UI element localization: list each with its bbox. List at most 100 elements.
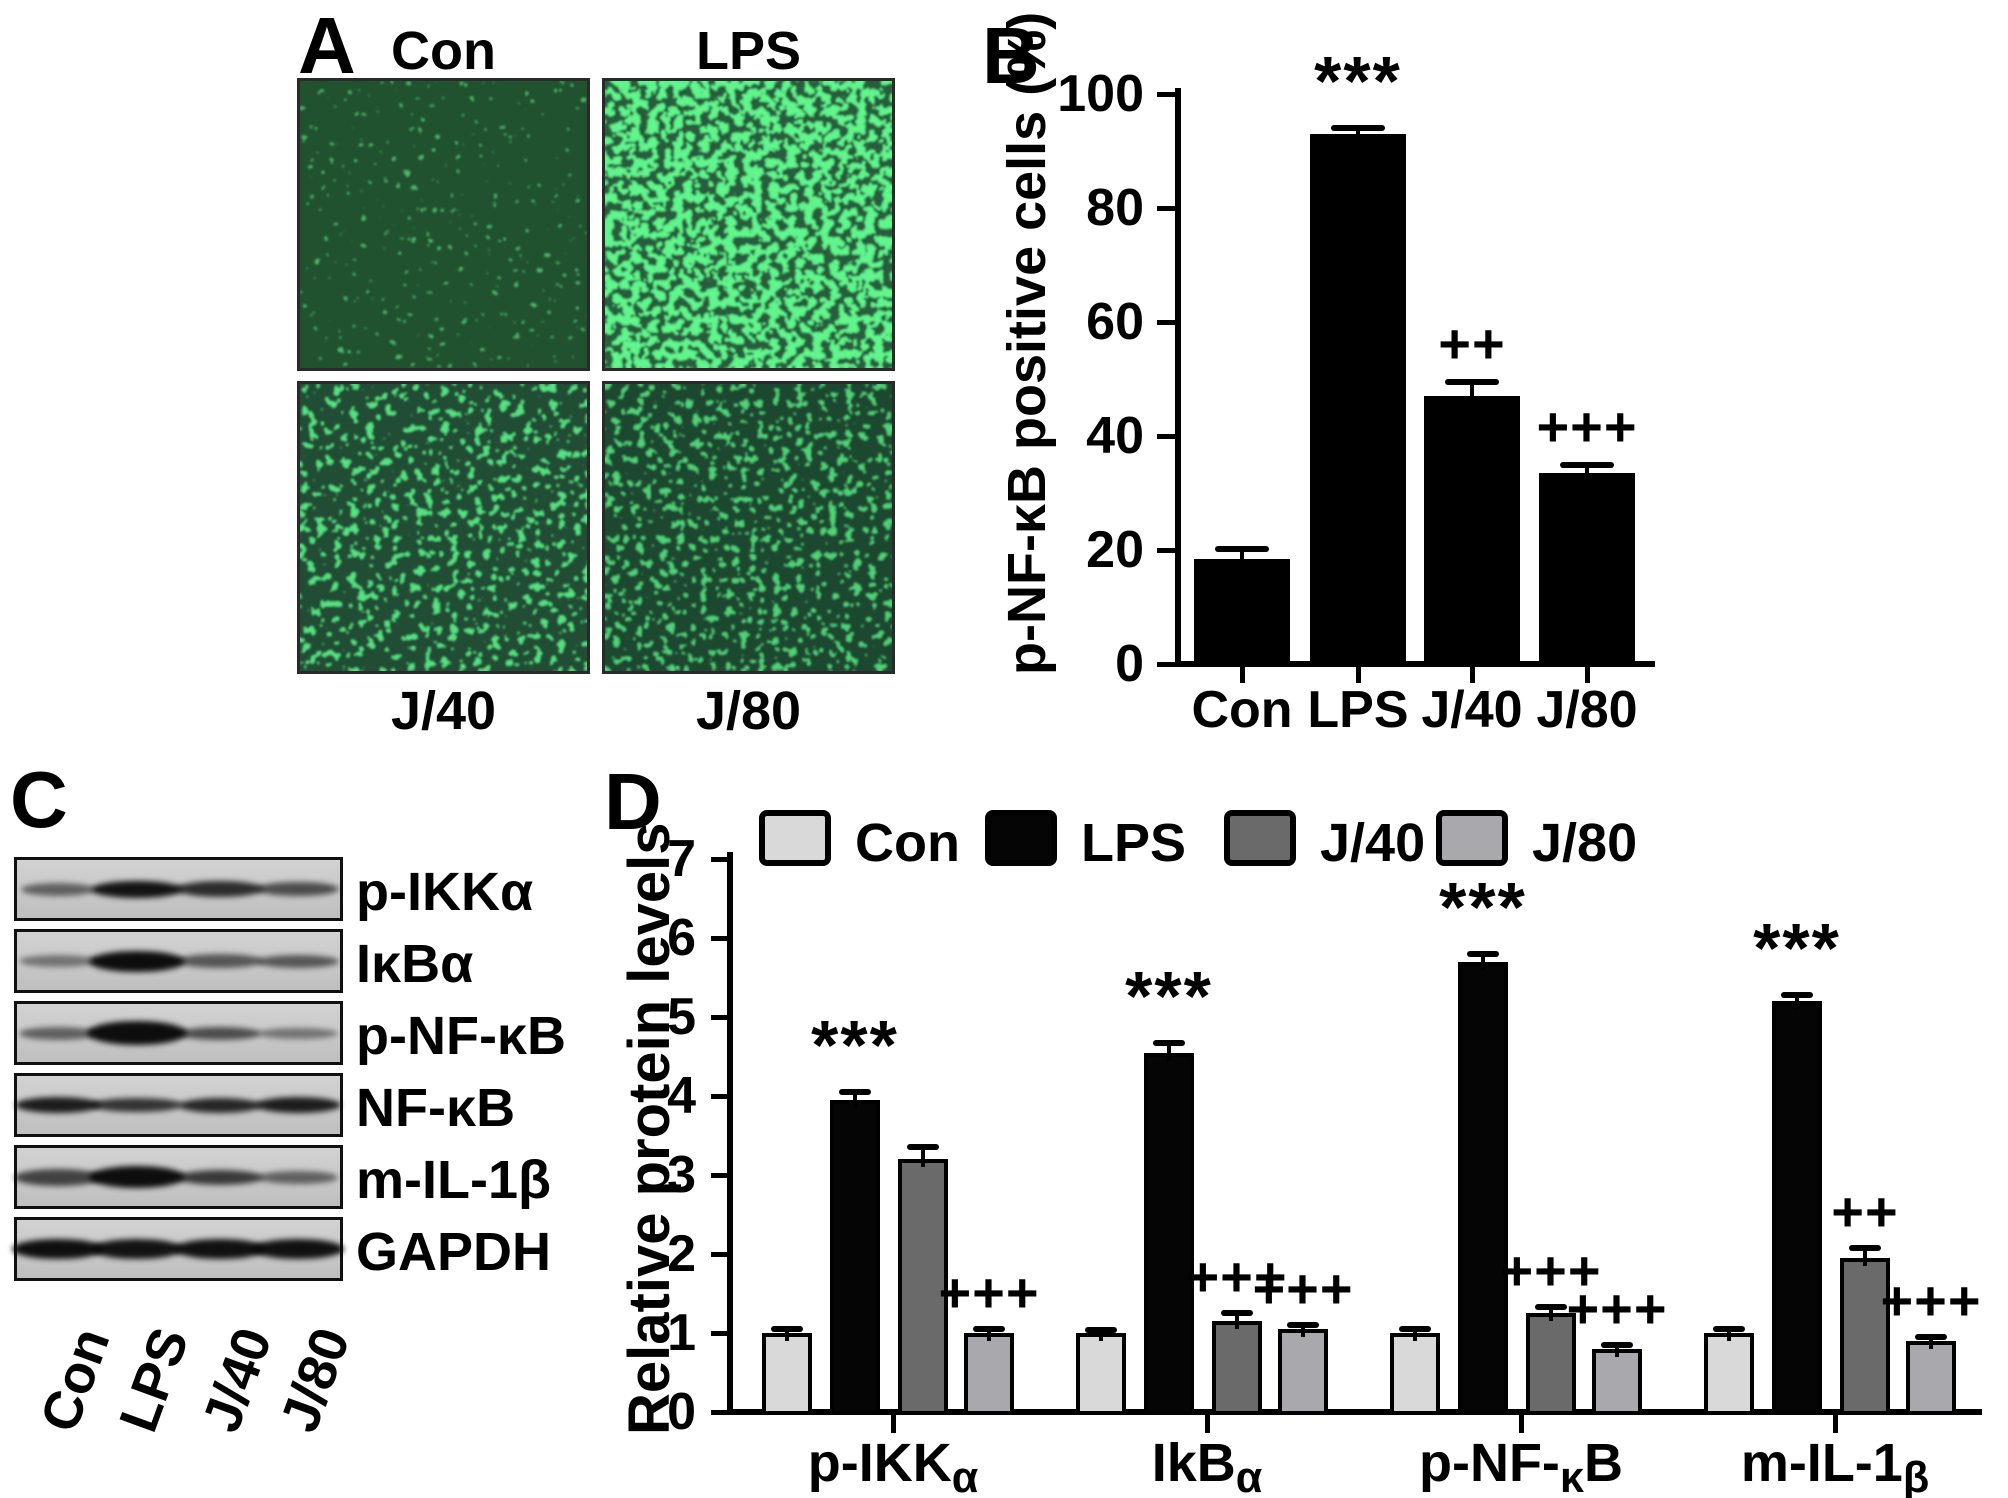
y-tick-label-4: 4 xyxy=(667,1067,696,1125)
error-whisker-LPS-IkBα xyxy=(1167,1043,1171,1061)
band-NF-κB-Con xyxy=(15,1097,101,1113)
band-p-IKKα-LPS xyxy=(91,880,183,898)
band-IκBα-Con xyxy=(19,955,97,967)
band-p-NF-κB-Con xyxy=(19,1026,97,1040)
x-tick-IkBα xyxy=(1204,1415,1210,1433)
panel-a-title-j40: J/40 xyxy=(390,681,497,741)
blot-protein-label-GAPDH: GAPDH xyxy=(356,1222,552,1282)
y-tick-label-100: 100 xyxy=(1057,65,1144,123)
blot-protein-label-p-IKKα: p-IKKα xyxy=(356,862,534,922)
group-label-m-IL-1β: m-IL-1β xyxy=(1740,1433,1930,1498)
band-NF-κB-J/80 xyxy=(255,1097,341,1113)
bar-J/40-p-NF-κB xyxy=(1526,1313,1576,1415)
significance-J/40-IkBα: +++ xyxy=(1186,1245,1288,1309)
y-tick-4 xyxy=(711,1093,727,1099)
legend-label-J/40: J/40 xyxy=(1320,813,1426,873)
x-tick-m-IL-1β xyxy=(1832,1415,1838,1433)
significance-LPS-IkBα: *** xyxy=(1125,957,1213,1036)
panel-b-y-axis-title: p-NF-κB positive cells (%) xyxy=(997,11,1057,675)
significance-J/40: ++ xyxy=(1438,311,1506,375)
x-label-J/40: J/40 xyxy=(1421,681,1523,739)
band-NF-κB-J/40 xyxy=(179,1097,261,1113)
error-whisker-J/80-p-NF-κB xyxy=(1615,1344,1619,1357)
group-label-p-NF-κB: p-NF-κB xyxy=(1418,1433,1624,1498)
blot-protein-label-p-NF-κB: p-NF-κB xyxy=(356,1006,567,1066)
legend-swatch-J/40 xyxy=(1224,810,1296,866)
significance-LPS: *** xyxy=(1314,42,1402,121)
legend-swatch-Con xyxy=(759,810,831,866)
group-label-p-IKKα: p-IKKα xyxy=(807,1433,979,1498)
error-whisker-J/40-IkBα xyxy=(1235,1313,1239,1330)
significance-J/80-p-IKKα: +++ xyxy=(938,1261,1040,1325)
bar-J/80-p-IKKα xyxy=(964,1333,1014,1415)
fluorescence-image-con xyxy=(297,78,590,371)
error-whisker-LPS-m-IL-1β xyxy=(1795,994,1799,1010)
y-tick-60 xyxy=(1157,319,1175,325)
band-p-NF-κB-J/80 xyxy=(258,1027,338,1039)
band-p-IKKα-Con xyxy=(21,882,95,896)
y-tick-label-0: 0 xyxy=(667,1383,696,1441)
error-cap-J/40-p-IKKα xyxy=(907,1144,939,1151)
x-tick-J/80 xyxy=(1584,667,1590,683)
error-cap-J/80-p-NF-κB xyxy=(1601,1341,1633,1348)
band-GAPDH-J/40 xyxy=(174,1239,266,1259)
error-whisker-J/80-IkBα xyxy=(1301,1325,1305,1338)
blot-lane-label-Con: Con xyxy=(29,1320,122,1440)
x-tick-Con xyxy=(1239,667,1245,683)
error-whisker-Con-m-IL-1β xyxy=(1727,1329,1731,1341)
y-axis xyxy=(1175,88,1181,667)
error-whisker-J/80-p-IKKα xyxy=(987,1329,991,1341)
panel-a-title-lps: LPS xyxy=(695,21,802,81)
y-tick-0 xyxy=(711,1409,727,1415)
error-whisker-Con-p-IKKα xyxy=(785,1329,789,1341)
significance-LPS-p-NF-κB: *** xyxy=(1439,867,1527,946)
panel-d-label: D xyxy=(604,757,662,846)
y-tick-2 xyxy=(711,1251,727,1257)
error-cap-LPS-m-IL-1β xyxy=(1781,991,1813,998)
error-cap-Con-p-NF-κB xyxy=(1399,1326,1431,1333)
blot-lane-label-LPS: LPS xyxy=(108,1320,201,1440)
bar-J/80 xyxy=(1539,473,1635,667)
x-axis xyxy=(727,1409,1982,1415)
significance-J/80: +++ xyxy=(1536,394,1638,458)
blot-lane-label-J/40: J/40 xyxy=(191,1320,284,1440)
error-cap-Con-p-IKKα xyxy=(771,1326,803,1333)
error-cap-J/40-IkBα xyxy=(1221,1310,1253,1317)
band-GAPDH-LPS xyxy=(91,1239,183,1259)
error-cap-J/40 xyxy=(1445,378,1499,385)
error-cap-LPS-IkBα xyxy=(1153,1040,1185,1047)
bar-Con xyxy=(1194,558,1290,667)
x-tick-p-NF-κB xyxy=(1518,1415,1524,1433)
error-whisker-J/40-m-IL-1β xyxy=(1863,1248,1867,1266)
error-cap-J/80-IkBα xyxy=(1287,1322,1319,1329)
x-label-J/80: J/80 xyxy=(1536,681,1638,739)
legend-label-Con: Con xyxy=(855,813,960,873)
error-whisker-LPS xyxy=(1356,128,1360,142)
error-whisker-Con-IkBα xyxy=(1099,1329,1103,1341)
y-tick-5 xyxy=(711,1014,727,1020)
bar-J/40-IkBα xyxy=(1212,1321,1262,1415)
band-p-IKKα-J/40 xyxy=(176,881,264,897)
y-tick-label-0: 0 xyxy=(1115,635,1144,693)
significance-J/80-IkBα: +++ xyxy=(1252,1257,1354,1321)
fluorescence-image-j80 xyxy=(602,381,895,674)
y-tick-label-60: 60 xyxy=(1086,293,1144,351)
significance-J/80-m-IL-1β: +++ xyxy=(1880,1268,1982,1332)
bar-LPS-IkBα xyxy=(1144,1052,1194,1415)
panel-c-label: C xyxy=(10,755,68,844)
error-cap-J/40-m-IL-1β xyxy=(1849,1245,1881,1252)
panel-b-label: B xyxy=(982,11,1040,100)
group-label-IkBα: IkBα xyxy=(1151,1433,1263,1498)
y-tick-6 xyxy=(711,935,727,941)
panel-a-label: A xyxy=(298,1,356,90)
fluorescence-image-lps xyxy=(602,78,895,371)
significance-LPS-m-IL-1β: *** xyxy=(1753,908,1841,987)
y-tick-label-5: 5 xyxy=(667,988,696,1046)
significance-J/80-p-NF-κB: +++ xyxy=(1566,1276,1668,1340)
y-tick-label-2: 2 xyxy=(667,1225,696,1283)
y-axis xyxy=(727,852,733,1415)
bar-J/40-p-IKKα xyxy=(898,1159,948,1415)
significance-LPS-p-IKKα: *** xyxy=(811,1006,899,1085)
y-tick-0 xyxy=(1157,661,1175,667)
